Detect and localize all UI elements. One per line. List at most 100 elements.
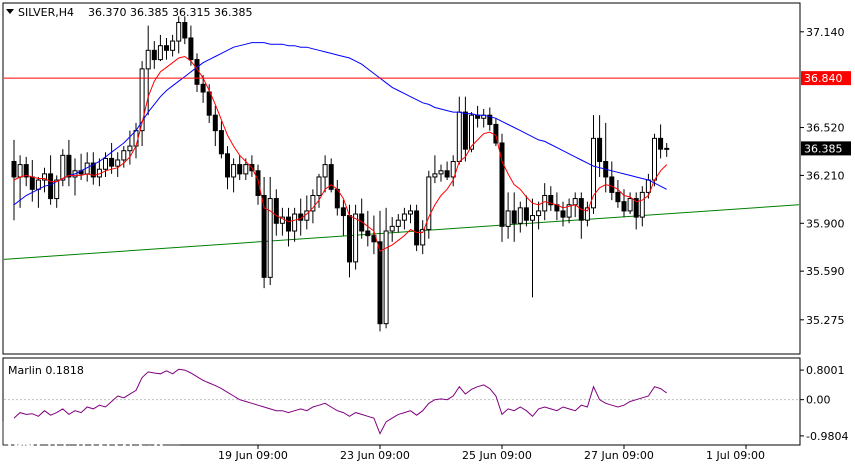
fast-moving-average-line	[13, 55, 668, 252]
candle	[365, 210, 371, 247]
price-tick-label: 35.275	[806, 314, 845, 327]
candle	[591, 115, 596, 215]
candle	[353, 204, 359, 270]
level-price-tag	[801, 71, 851, 86]
watermark-backdrop	[0, 421, 180, 467]
candle	[487, 107, 493, 131]
price-tick-label: 35.590	[806, 265, 845, 278]
bull-candle-body	[133, 130, 139, 147]
bear-candle-body	[188, 37, 194, 61]
bull-candle-body	[54, 179, 60, 200]
bull-candle-body	[536, 210, 542, 217]
candle	[188, 25, 194, 66]
bull-candle-body	[664, 147, 670, 150]
instaforex-watermark: instaforex Instant Forex Trading	[0, 421, 180, 467]
bear-candle-body	[164, 45, 169, 51]
candle	[225, 146, 230, 190]
bear-candle-body	[328, 164, 334, 190]
bull-candle-body	[591, 137, 596, 209]
price-tick-label: 36.210	[806, 169, 845, 182]
bull-candle-body	[505, 210, 511, 227]
bear-candle-body	[261, 194, 267, 278]
bull-candle-body	[353, 213, 359, 263]
candle	[401, 207, 407, 230]
candle	[231, 158, 237, 193]
candle	[322, 155, 328, 193]
candle	[200, 75, 206, 103]
price-axis: 37.140 36.520 36.210 35.900 35.590 35.275 36.3…	[800, 26, 851, 327]
bear-candle-body	[218, 130, 224, 155]
bear-candle-body	[255, 170, 261, 196]
candle	[444, 161, 450, 181]
time-tick-label: 19 Jun 09:00	[218, 449, 288, 462]
ohlc-readout: 36.370 36.385 36.315 36.385	[88, 6, 252, 19]
bull-candle-body	[145, 49, 151, 70]
candle	[359, 198, 365, 239]
trend-line-layer	[3, 204, 800, 260]
candle	[566, 198, 572, 224]
bear-candle-body	[444, 170, 450, 178]
price-tick-label: 35.900	[806, 217, 845, 230]
bull-candle-body	[170, 40, 176, 51]
candle	[621, 189, 627, 218]
oscillator-tick-label: -0.9804	[806, 430, 848, 443]
bull-candle-body	[456, 111, 462, 163]
candle	[511, 192, 517, 242]
bear-candle-body	[109, 157, 115, 167]
symbol-menu-triangle-icon[interactable]	[6, 9, 14, 14]
bull-candle-body	[438, 170, 444, 175]
bear-candle-body	[377, 241, 383, 325]
bear-candle-body	[621, 201, 627, 212]
candle	[151, 41, 157, 69]
bull-candle-body	[115, 159, 121, 167]
bear-candle-body	[511, 210, 517, 224]
bear-candle-body	[658, 137, 664, 150]
marlin-oscillator-line	[13, 368, 667, 435]
candle	[627, 192, 633, 215]
moving-average-layer	[13, 42, 668, 252]
candle	[658, 124, 664, 159]
bull-candle-body	[645, 179, 651, 193]
bear-candle-body	[237, 164, 243, 175]
bull-candle-body	[383, 230, 389, 325]
time-tick-label: 25 Jun 09:00	[462, 449, 532, 462]
candle	[383, 207, 389, 329]
oscillator-series: 0.8001 0.00 -0.9804	[4, 364, 848, 443]
oscillator-tick-label: 0.00	[806, 394, 831, 407]
bull-candle-body	[322, 164, 328, 178]
bull-candle-body	[103, 157, 108, 170]
candle	[218, 121, 224, 159]
bear-candle-body	[182, 22, 188, 39]
candle	[462, 96, 468, 162]
time-axis: 19 Jun 09:00 23 Jun 09:00 25 Jun 09:00 27 J…	[218, 445, 765, 462]
candle	[292, 207, 298, 242]
bear-candle-body	[633, 198, 639, 218]
candle	[139, 61, 145, 147]
bear-candle-body	[365, 230, 371, 237]
candle	[11, 139, 17, 221]
bull-candle-body	[395, 219, 401, 227]
bull-candle-body	[566, 204, 572, 218]
bull-candle-body	[127, 145, 133, 152]
candle	[420, 220, 426, 255]
bull-candle-body	[243, 164, 249, 175]
bear-candle-body	[347, 215, 352, 263]
bear-candle-body	[273, 198, 279, 224]
bull-candle-body	[121, 150, 127, 161]
level-line-layer: 36.840	[4, 71, 851, 86]
bull-candle-body	[42, 173, 47, 181]
candle	[438, 164, 444, 182]
bear-candle-body	[23, 164, 29, 178]
bear-candle-body	[151, 49, 157, 61]
bull-candle-body	[572, 198, 578, 206]
bull-candle-body	[267, 198, 273, 278]
candle	[237, 155, 243, 181]
bull-candle-body	[139, 68, 145, 132]
bear-candle-body	[462, 111, 468, 150]
bull-candle-body	[310, 194, 316, 212]
oscillator-title: Marlin 0.1818	[8, 364, 84, 377]
slow-moving-average-line	[13, 42, 667, 206]
bear-candle-body	[609, 176, 615, 193]
